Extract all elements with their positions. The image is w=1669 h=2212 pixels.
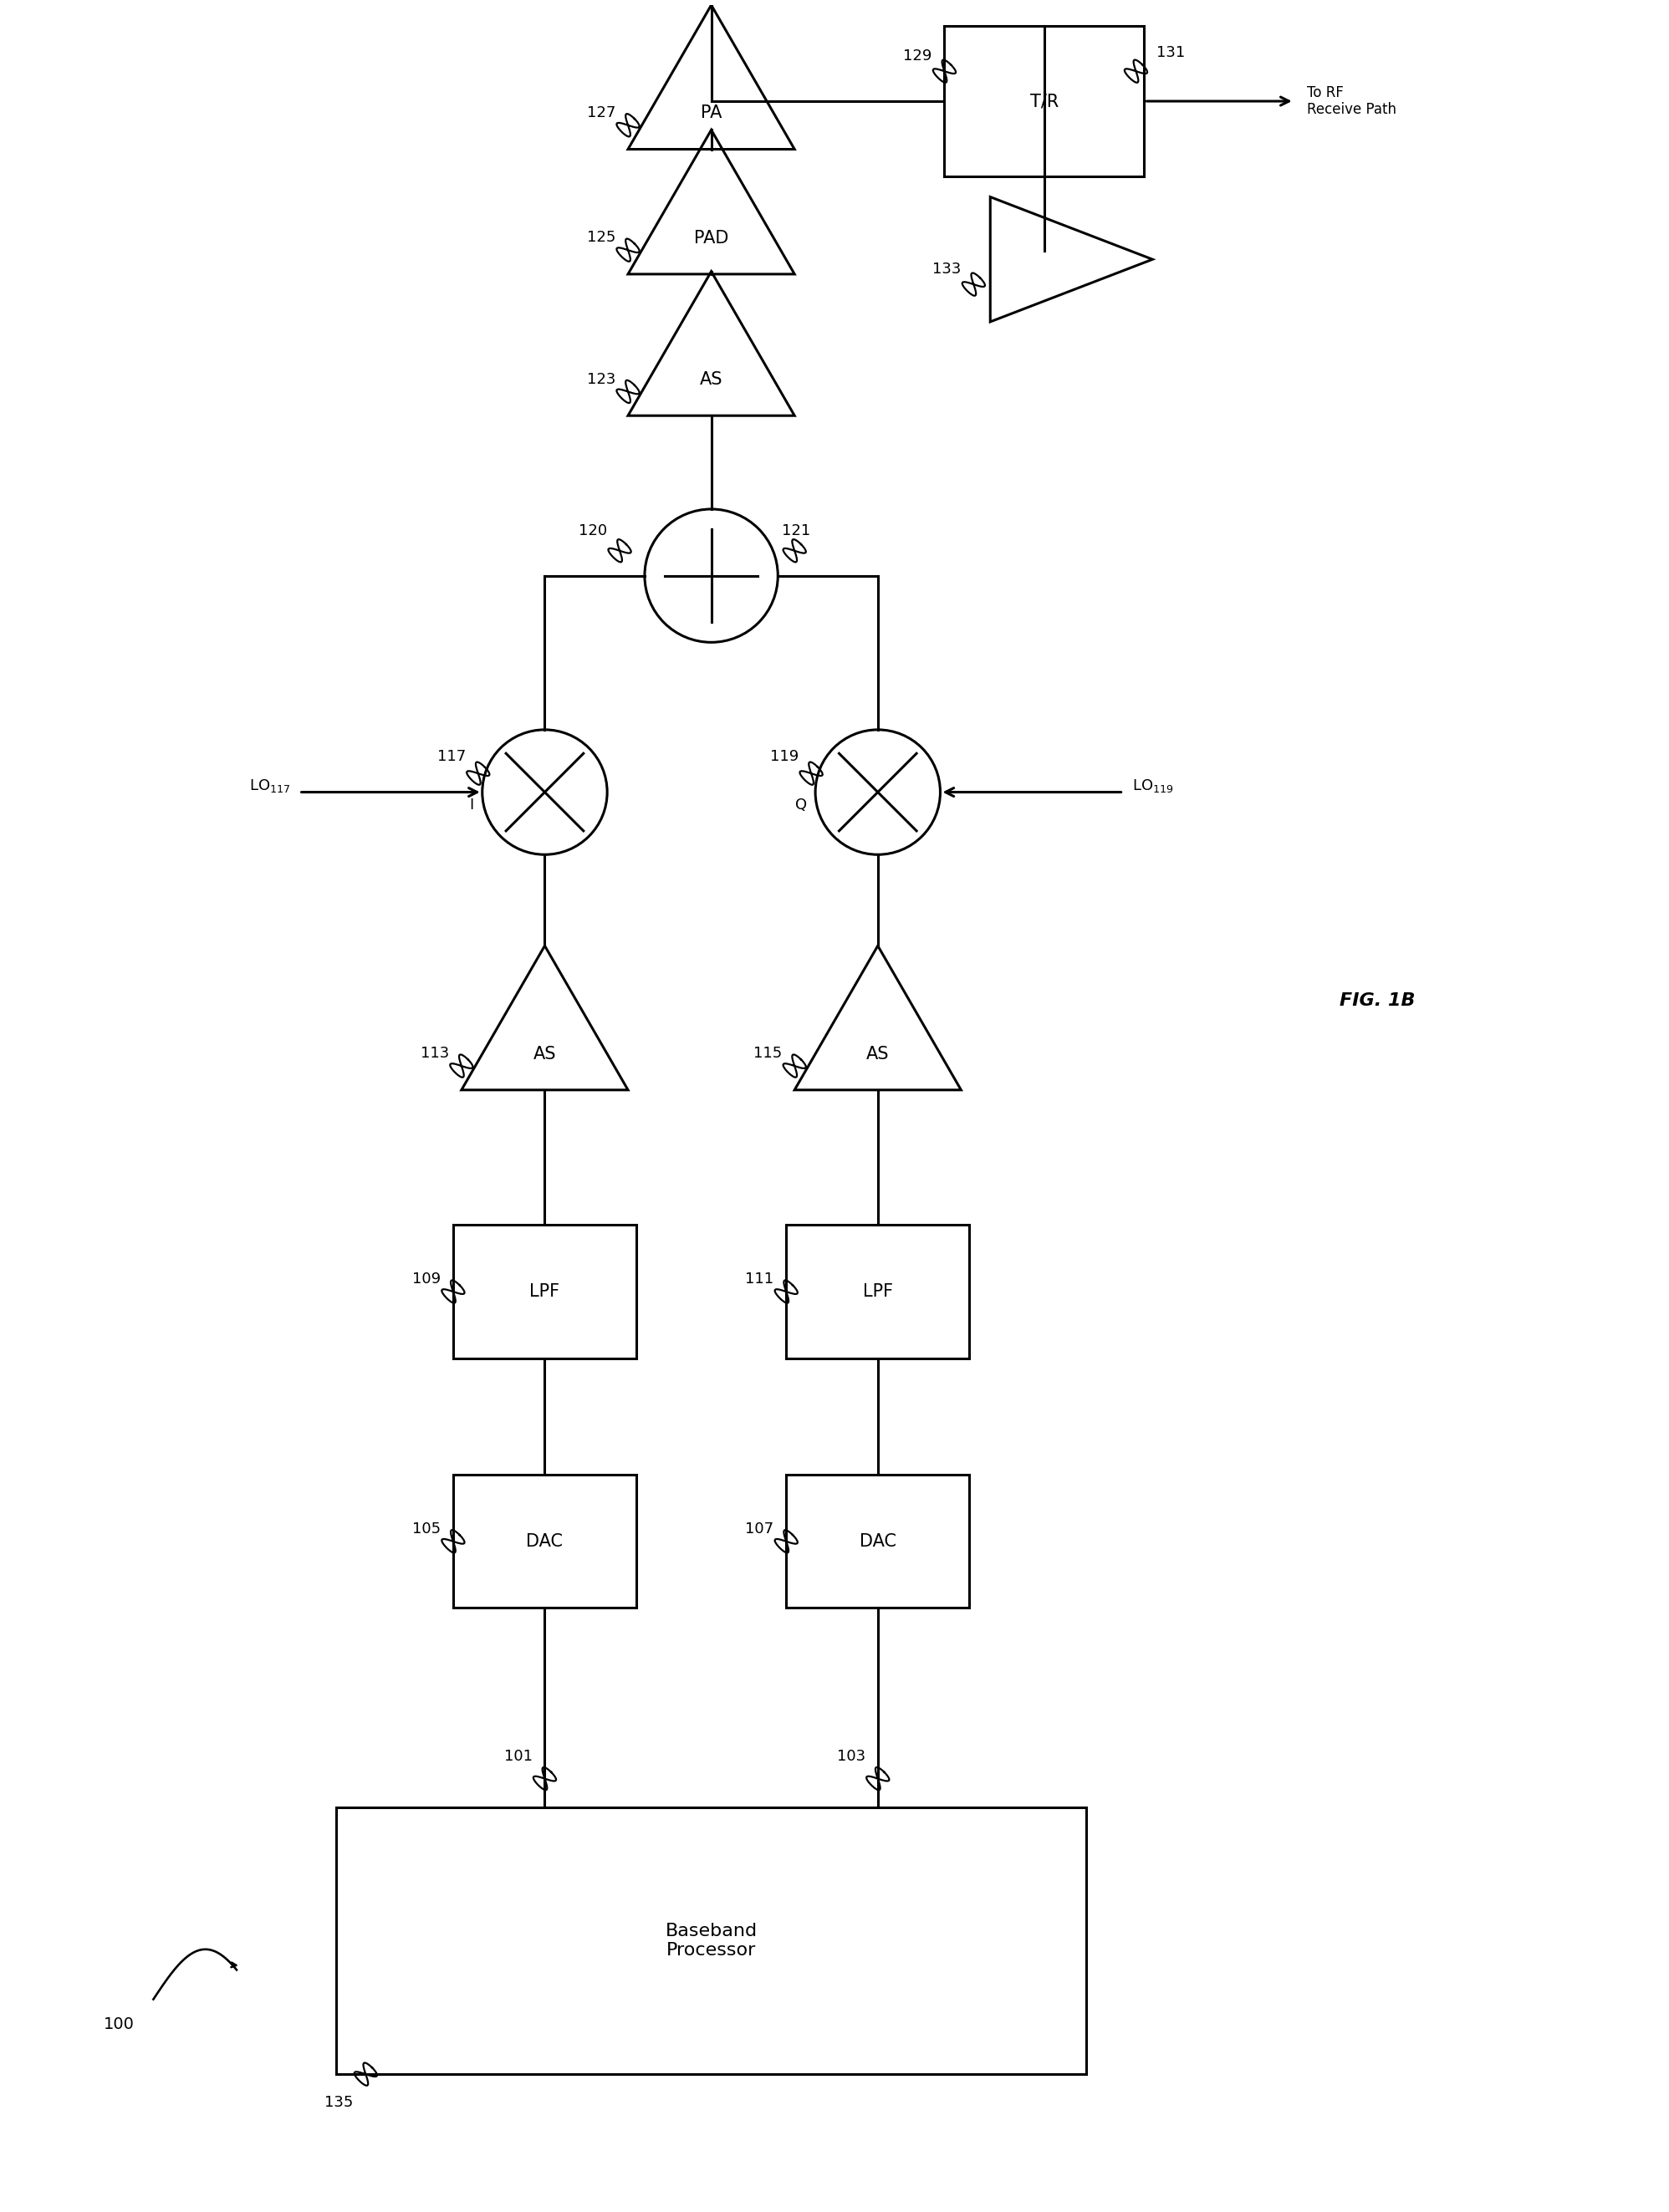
- Text: AS: AS: [532, 1046, 556, 1062]
- Text: 120: 120: [579, 524, 608, 538]
- Text: LPF: LPF: [863, 1283, 893, 1301]
- Text: LO$_{117}$: LO$_{117}$: [250, 776, 290, 794]
- Text: 123: 123: [587, 372, 616, 387]
- Text: 103: 103: [836, 1750, 865, 1763]
- Text: PA: PA: [701, 104, 723, 122]
- Text: 109: 109: [412, 1272, 441, 1287]
- Text: 119: 119: [769, 750, 799, 765]
- Text: 111: 111: [744, 1272, 774, 1287]
- Text: I: I: [469, 796, 474, 812]
- Text: LO$_{119}$: LO$_{119}$: [1132, 776, 1173, 794]
- Text: 113: 113: [421, 1046, 449, 1062]
- Text: 135: 135: [324, 2095, 354, 2110]
- Bar: [452, 1225, 636, 1358]
- Bar: [945, 27, 1145, 177]
- Text: T/R: T/R: [1030, 93, 1058, 111]
- Text: 101: 101: [504, 1750, 532, 1763]
- Text: 121: 121: [783, 524, 811, 538]
- Text: 100: 100: [103, 2017, 134, 2033]
- Bar: [786, 1225, 970, 1358]
- Text: PAD: PAD: [694, 230, 729, 246]
- Text: DAC: DAC: [860, 1533, 896, 1551]
- Bar: [452, 1475, 636, 1608]
- Text: Baseband
Processor: Baseband Processor: [666, 1922, 758, 1960]
- Text: 127: 127: [587, 106, 616, 119]
- Text: AS: AS: [699, 372, 723, 387]
- Text: DAC: DAC: [526, 1533, 562, 1551]
- Text: Q: Q: [794, 796, 808, 812]
- Text: 107: 107: [744, 1522, 774, 1537]
- Text: FIG. 1B: FIG. 1B: [1340, 991, 1415, 1009]
- Text: 131: 131: [1157, 46, 1185, 60]
- Text: 129: 129: [903, 49, 931, 64]
- Text: 125: 125: [587, 230, 616, 246]
- Text: 117: 117: [437, 750, 466, 765]
- Bar: [786, 1475, 970, 1608]
- Text: 133: 133: [933, 261, 961, 276]
- Text: 115: 115: [753, 1046, 783, 1062]
- Text: 105: 105: [412, 1522, 441, 1537]
- Text: AS: AS: [866, 1046, 890, 1062]
- Text: To RF
Receive Path: To RF Receive Path: [1307, 84, 1395, 117]
- Bar: [337, 1807, 1087, 2075]
- Text: LPF: LPF: [529, 1283, 559, 1301]
